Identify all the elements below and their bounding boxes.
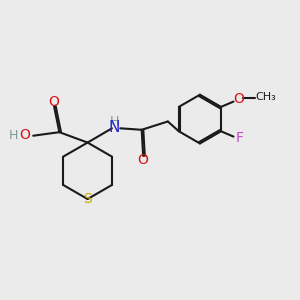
Text: O: O [20,128,30,142]
Text: H: H [9,129,19,142]
Text: N: N [109,120,120,135]
Text: H: H [110,115,119,128]
Text: CH₃: CH₃ [255,92,276,102]
Text: O: O [138,153,148,167]
Text: S: S [83,192,92,206]
Text: O: O [233,92,244,106]
Text: O: O [49,94,59,109]
Text: F: F [236,131,244,145]
